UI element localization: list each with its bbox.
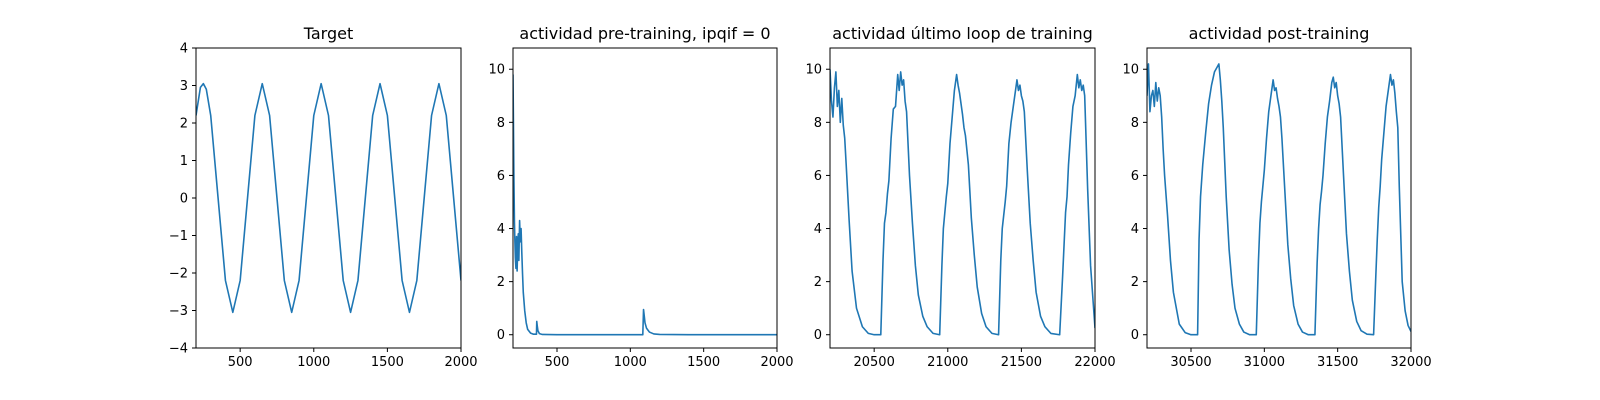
y-tick-label: 10: [1122, 63, 1139, 78]
chart-panel-2: 500 1000 1500 2000 0 2 4 6 8 10 actividad pre-trai…: [488, 24, 793, 370]
axes-frame: [829, 47, 1096, 349]
x-tick-label: 1000: [297, 355, 330, 370]
series-line-1: [830, 69, 1095, 336]
y-tick-label: 4: [1131, 222, 1139, 237]
x-tick-label: 1000: [614, 355, 647, 370]
series-line-1: [196, 82, 461, 314]
y-tick-label: −3: [169, 304, 188, 319]
y-tick-label: 6: [497, 169, 505, 184]
x-tick-label: 31000: [1244, 355, 1285, 370]
y-tick-label: 4: [497, 222, 505, 237]
x-tick-label: 500: [228, 355, 253, 370]
x-tick-label: 32000: [1390, 355, 1431, 370]
y-tick-label: 2: [180, 117, 188, 132]
x-tick-label: 21000: [927, 355, 968, 370]
chart-panel-4: 30500 31000 31500 32000 0 2 4 6 8 10 actividad pos…: [1122, 24, 1431, 370]
y-tick-label: −1: [169, 229, 188, 244]
chart-panel-1: 500 1000 1500 2000 −4 −3 −2 −1 0 1 2 3 4 Target: [169, 24, 478, 370]
y-tick-label: 6: [814, 169, 822, 184]
y-tick-label: 0: [1131, 328, 1139, 343]
y-tick-label: 0: [180, 192, 188, 207]
panel-title: actividad pre-training, ipqif = 0: [519, 24, 770, 43]
series-line-1: [513, 74, 777, 336]
x-tick-label: 22000: [1074, 355, 1115, 370]
y-tick-label: 10: [488, 63, 505, 78]
x-tick-label: 2000: [760, 355, 793, 370]
y-tick-label: −4: [169, 342, 188, 357]
x-tick-label: 1500: [371, 355, 404, 370]
y-tick-label: 8: [497, 116, 505, 131]
panel-title: actividad post-training: [1189, 24, 1370, 43]
y-tick-label: 10: [805, 63, 822, 78]
y-tick-label: 0: [814, 328, 822, 343]
chart-panel-3: 20500 21000 21500 22000 0 2 4 6 8 10 actividad últ…: [805, 24, 1115, 370]
y-tick-label: 4: [180, 42, 188, 57]
y-tick-label: 6: [1131, 169, 1139, 184]
x-tick-label: 1500: [687, 355, 720, 370]
panel-title: Target: [303, 24, 354, 43]
y-tick-label: 8: [1131, 116, 1139, 131]
y-tick-label: 3: [180, 79, 188, 94]
y-tick-label: 1: [180, 154, 188, 169]
panel-title: actividad último loop de training: [832, 24, 1093, 43]
y-tick-label: 2: [1131, 275, 1139, 290]
y-tick-label: −2: [169, 267, 188, 282]
x-tick-label: 500: [545, 355, 570, 370]
x-tick-label: 31500: [1317, 355, 1358, 370]
axes-frame: [512, 47, 778, 349]
x-tick-label: 2000: [444, 355, 477, 370]
y-tick-label: 8: [814, 116, 822, 131]
x-tick-label: 30500: [1170, 355, 1211, 370]
x-tick-label: 21500: [1001, 355, 1042, 370]
x-tick-label: 20500: [853, 355, 894, 370]
y-tick-label: 4: [814, 222, 822, 237]
series-line-1: [1147, 63, 1411, 336]
axes-frame: [1146, 47, 1412, 349]
y-tick-label: 0: [497, 328, 505, 343]
y-tick-label: 2: [814, 275, 822, 290]
y-tick-label: 2: [497, 275, 505, 290]
